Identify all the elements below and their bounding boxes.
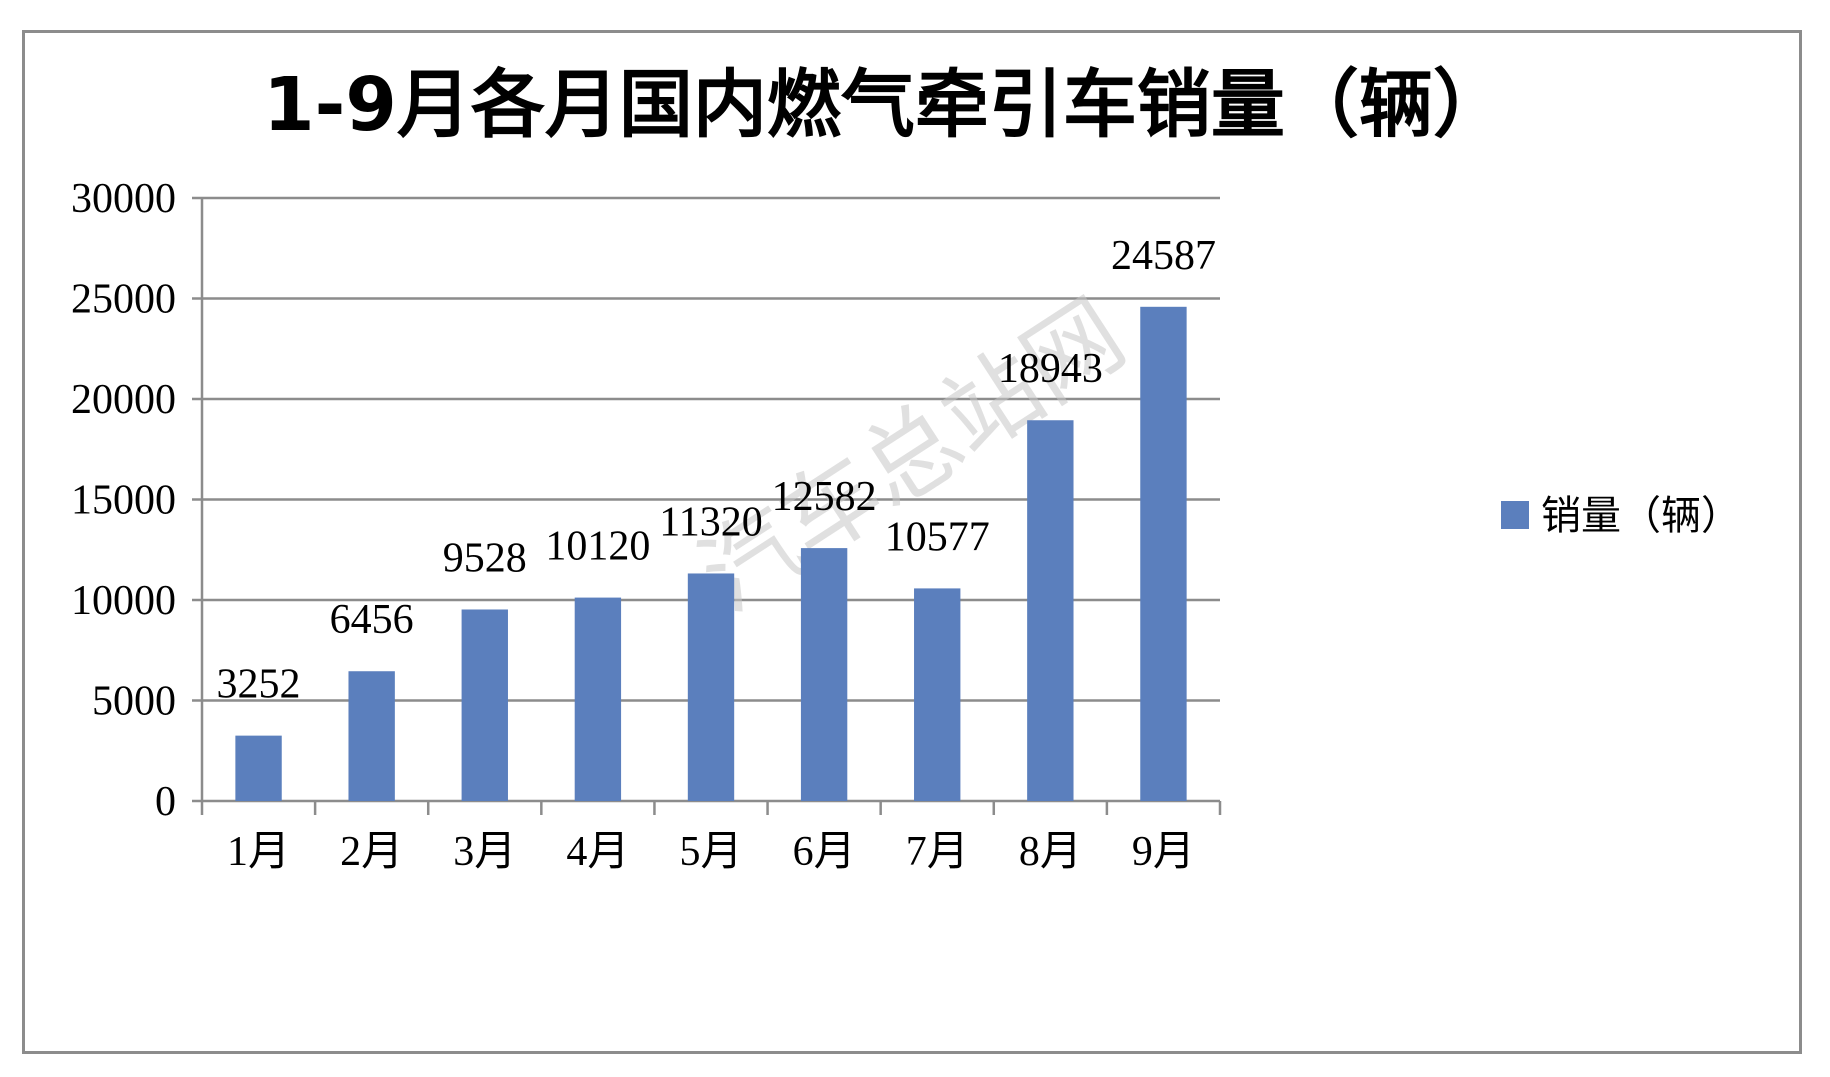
bar-9 xyxy=(1140,306,1187,801)
bar-6 xyxy=(800,548,848,801)
chart-frame: 1-9月各月国内燃气牵引车销量（辆） 0 5000 10000 15000 20000 2… xyxy=(22,30,1802,1054)
x-category-label: 1月 xyxy=(227,829,290,875)
y-tick-label: 30000 xyxy=(71,176,176,222)
bar-2 xyxy=(348,671,395,801)
x-category-label: 8月 xyxy=(1019,829,1082,875)
bars xyxy=(235,306,1187,801)
watermark: 汽车总站网 xyxy=(680,278,1144,633)
data-label: 10120 xyxy=(545,524,650,570)
data-label: 6456 xyxy=(330,597,414,643)
data-label: 3252 xyxy=(217,662,301,708)
x-category-label: 6月 xyxy=(793,829,856,875)
x-category-label: 4月 xyxy=(566,829,629,875)
bar-1 xyxy=(235,735,282,801)
bar-7 xyxy=(914,588,961,801)
bar-5 xyxy=(687,573,735,801)
data-label: 10577 xyxy=(885,514,990,560)
legend-swatch xyxy=(1501,501,1529,529)
chart-title: 1-9月各月国内燃气牵引车销量（辆） xyxy=(263,62,1507,148)
x-category-label: 9月 xyxy=(1132,829,1195,875)
bar-4 xyxy=(574,597,622,801)
y-tick-label: 5000 xyxy=(92,679,176,725)
y-tick-label: 0 xyxy=(155,779,176,825)
data-label: 24587 xyxy=(1111,233,1216,279)
y-tick-label: 25000 xyxy=(71,277,176,323)
data-label: 18943 xyxy=(998,346,1103,392)
data-label: 12582 xyxy=(772,474,877,520)
legend: 销量（辆） xyxy=(1501,493,1741,539)
x-category-label: 5月 xyxy=(679,829,742,875)
bar-8 xyxy=(1027,420,1074,801)
bar-chart: 1-9月各月国内燃气牵引车销量（辆） 0 5000 10000 15000 20000 2… xyxy=(71,62,1741,875)
y-tick-label: 20000 xyxy=(71,377,176,423)
y-tick-label: 15000 xyxy=(71,478,176,524)
data-label: 11320 xyxy=(659,499,762,545)
bar-3 xyxy=(461,609,508,801)
x-category-label: 7月 xyxy=(906,829,969,875)
x-category-label: 3月 xyxy=(453,829,516,875)
watermark-text: 汽车总站网 xyxy=(680,278,1144,633)
x-category-label: 2月 xyxy=(340,829,403,875)
x-axis-categories: 1月 2月 3月 4月 5月 6月 7月 8月 9月 xyxy=(227,829,1195,875)
y-tick-label: 10000 xyxy=(71,578,176,624)
legend-label: 销量（辆） xyxy=(1541,493,1741,539)
y-axis-ticks: 0 5000 10000 15000 20000 25000 30000 xyxy=(71,176,202,825)
data-label: 9528 xyxy=(443,535,527,581)
